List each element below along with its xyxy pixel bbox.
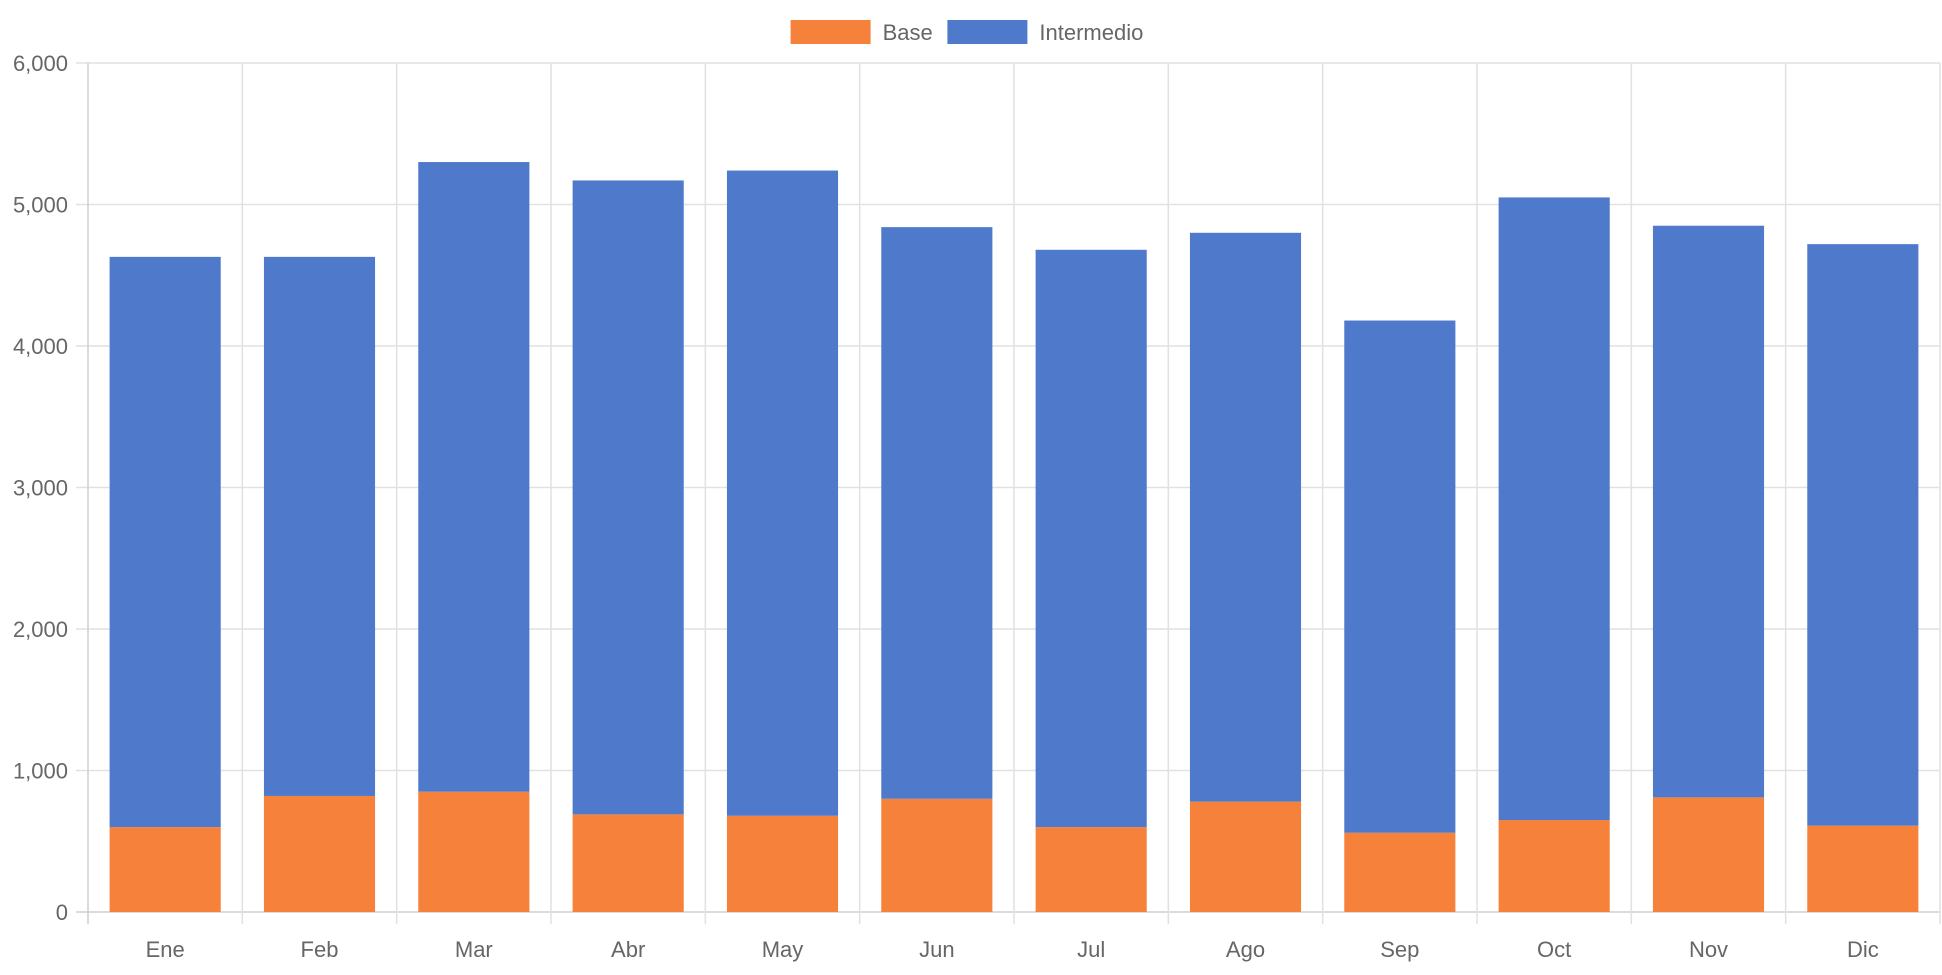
axis-layer: 0 1,000 2,000 3,000 4,000 5,000 6,000 Ene Feb Mar… [13,51,1879,962]
x-tick-label: Jul [1077,937,1105,962]
bar-base-feb[interactable] [263,795,376,912]
bar-intermedio-ene[interactable] [109,256,221,828]
bar-intermedio-oct[interactable] [1498,197,1610,821]
bar-base-ago[interactable] [1189,801,1302,912]
legend-item-intermedio[interactable]: Intermedio [947,20,1143,45]
bar-base-may[interactable] [726,815,839,912]
bar-base-abr[interactable] [572,814,684,912]
y-tick-label: 2,000 [13,617,68,642]
bar-intermedio-dic[interactable] [1807,244,1919,826]
bar-intermedio-jun[interactable] [881,227,993,799]
grid-layer [76,62,1941,924]
bar-intermedio-sep[interactable] [1344,320,1456,833]
bar-layer [109,162,1919,912]
legend-swatch [790,20,871,44]
legend-item-base[interactable]: Base [790,20,933,45]
bar-intermedio-ago[interactable] [1189,232,1302,802]
bar-base-oct[interactable] [1498,820,1610,912]
legend[interactable]: Base Intermedio [790,20,1144,45]
y-tick-label: 3,000 [13,476,68,501]
x-tick-label: Feb [301,937,339,962]
x-tick-label: Abr [611,937,645,962]
x-tick-label: Mar [455,937,493,962]
bar-base-sep[interactable] [1344,832,1456,912]
x-tick-label: Dic [1847,937,1879,962]
bar-intermedio-nov[interactable] [1652,225,1765,798]
bar-base-jun[interactable] [881,798,993,912]
bar-intermedio-may[interactable] [726,170,839,816]
legend-swatch [947,20,1028,44]
bar-base-ene[interactable] [109,827,221,912]
x-tick-label: Ene [146,937,185,962]
bar-intermedio-jul[interactable] [1035,249,1147,828]
x-tick-label: Sep [1380,937,1419,962]
bar-base-dic[interactable] [1807,825,1919,912]
x-tick-label: Jun [919,937,954,962]
bar-intermedio-feb[interactable] [263,256,376,796]
y-tick-label: 5,000 [13,193,68,218]
y-tick-label: 4,000 [13,334,68,359]
x-tick-label: Ago [1226,937,1265,962]
x-tick-label: Nov [1689,937,1728,962]
x-tick-label: May [762,937,804,962]
legend-label: Intermedio [1039,20,1143,45]
bar-base-mar[interactable] [418,791,530,912]
y-tick-label: 0 [56,900,68,925]
y-tick-label: 6,000 [13,51,68,76]
bar-base-nov[interactable] [1652,797,1765,912]
x-tick-label: Oct [1537,937,1571,962]
y-tick-label: 1,000 [13,759,68,784]
bar-intermedio-abr[interactable] [572,180,684,815]
bar-base-jul[interactable] [1035,827,1147,912]
bar-intermedio-mar[interactable] [418,162,530,792]
legend-label: Base [883,20,933,45]
